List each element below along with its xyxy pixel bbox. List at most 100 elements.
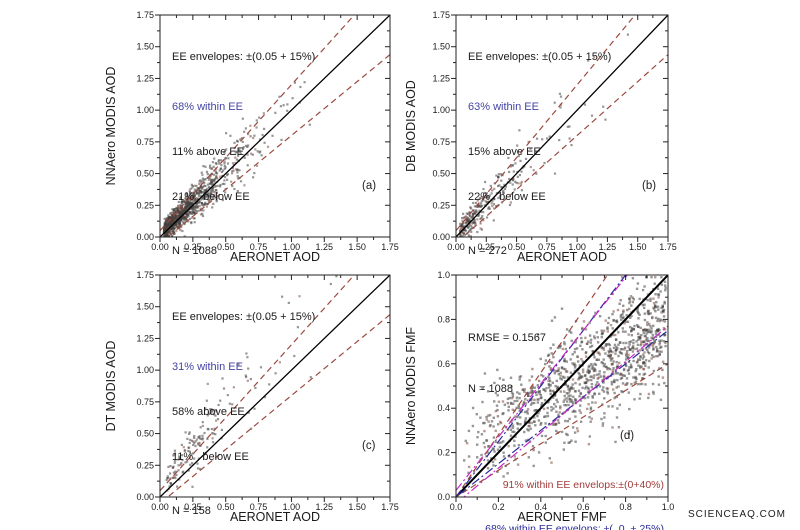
svg-text:0.00: 0.00	[136, 232, 154, 242]
panel-c-stats: EE envelopes: ±(0.05 + 15%) 31% within E…	[172, 280, 315, 530]
svg-text:1.00: 1.00	[432, 105, 450, 115]
above-ee-stat: 58% above EE	[172, 406, 245, 418]
tick-labels: 0.000.00 0.25 0.25 0.50 0.50 0.75 0.75 1.00 1.00…	[136, 270, 398, 512]
panel-d-stats: RMSE = 0.1567 N = 1088	[468, 296, 546, 432]
svg-text:1.50: 1.50	[348, 242, 366, 252]
panel-b-ylabel: DB MODIS AOD	[404, 80, 418, 172]
svg-text:1.25: 1.25	[432, 73, 450, 83]
panel-c-chart: 0.000.00 0.25 0.25 0.50 0.50 0.75 0.75 1.00 1.00…	[136, 270, 398, 512]
svg-text:1.0: 1.0	[662, 502, 675, 512]
svg-text:0.25: 0.25	[184, 502, 202, 512]
svg-text:1.00: 1.00	[136, 365, 154, 375]
panel-c-xlabel: AERONET AOD	[229, 510, 321, 524]
scatter-points	[165, 275, 338, 492]
svg-text:0.25: 0.25	[136, 200, 154, 210]
svg-text:1.00: 1.00	[283, 502, 301, 512]
svg-text:0.50: 0.50	[136, 429, 154, 439]
reference-lines	[456, 15, 668, 237]
svg-text:1.75: 1.75	[381, 242, 399, 252]
above-ee-stat: 15% above EE	[468, 146, 541, 158]
ee-lower-line	[462, 53, 668, 237]
svg-text:0.75: 0.75	[538, 242, 556, 252]
ee-envelope-label: EE envelopes: ±(0.05 + 15%)	[172, 311, 316, 323]
svg-text:0.75: 0.75	[250, 242, 268, 252]
below-ee-stat: 21% below EE	[172, 191, 250, 203]
svg-text:1.00: 1.00	[136, 105, 154, 115]
axis-ticks	[155, 274, 391, 502]
svg-text:1.75: 1.75	[136, 270, 154, 280]
panel-d-tag: (d)	[620, 430, 635, 442]
svg-text:0.4: 0.4	[535, 502, 548, 512]
svg-text:1.75: 1.75	[381, 502, 399, 512]
svg-text:0.00: 0.00	[447, 242, 465, 252]
within-ee-stat: 63% within EE	[468, 101, 539, 113]
svg-text:0.4: 0.4	[437, 403, 450, 413]
reference-lines	[160, 275, 390, 497]
svg-text:1.50: 1.50	[136, 302, 154, 312]
rmse-stat: RMSE = 0.1567	[468, 332, 546, 344]
svg-text:1.25: 1.25	[136, 73, 154, 83]
panel-c-tag: (c)	[362, 440, 376, 452]
axis-ticks	[451, 14, 669, 242]
svg-text:0.50: 0.50	[217, 502, 235, 512]
panel-a-tag: (a)	[362, 180, 377, 192]
panel-b-xlabel: AERONET AOD	[516, 250, 608, 264]
svg-text:0.2: 0.2	[437, 448, 450, 458]
svg-text:1.25: 1.25	[599, 242, 617, 252]
below-ee-stat: 22% below EE	[468, 191, 546, 203]
svg-text:0.50: 0.50	[432, 169, 450, 179]
svg-text:1.0: 1.0	[437, 270, 450, 280]
ee-upper-line	[456, 15, 636, 232]
ee-lower-line	[166, 53, 390, 237]
ee-lower-line	[166, 313, 390, 497]
svg-text:0.6: 0.6	[437, 359, 450, 369]
svg-text:0.8: 0.8	[619, 502, 632, 512]
tick-labels: 0.000.00 0.25 0.25 0.50 0.50 0.75 0.75 1.00 1.00…	[136, 10, 398, 252]
ee25-upper-line	[456, 275, 627, 497]
panel-a-stats: EE envelopes: ±(0.05 + 15%) 68% within E…	[172, 20, 315, 289]
watermark: SCIENCEAQ.COM	[688, 509, 787, 520]
svg-text:1.50: 1.50	[629, 242, 647, 252]
svg-text:1.25: 1.25	[316, 502, 334, 512]
ee20-upper-line	[456, 275, 629, 492]
ee-upper-line	[160, 275, 356, 492]
svg-text:1.25: 1.25	[136, 333, 154, 343]
svg-text:0.0: 0.0	[437, 492, 450, 502]
panel-b-tag: (b)	[642, 180, 657, 192]
above-ee-stat: 11% above EE	[172, 146, 244, 158]
panel-c-ylabel: DT MODIS AOD	[104, 340, 118, 432]
svg-text:1.50: 1.50	[432, 42, 450, 52]
panel-a-chart: 0.000.00 0.25 0.25 0.50 0.50 0.75 0.75 1.00 1.00…	[136, 10, 398, 252]
panel-d-ee-legend: 91% within EE envelops:±(0+40%) 68% with…	[485, 449, 664, 530]
svg-text:0.00: 0.00	[432, 232, 450, 242]
within-ee-stat: 31% within EE	[172, 361, 243, 373]
reference-lines	[160, 15, 390, 237]
sample-count: N = 158	[172, 505, 211, 517]
svg-text:0.25: 0.25	[184, 242, 202, 252]
ee-envelope-label: EE envelopes: ±(0.05 + 15%)	[172, 51, 316, 63]
svg-text:1.75: 1.75	[659, 242, 677, 252]
svg-text:0.6: 0.6	[577, 502, 590, 512]
svg-text:0.50: 0.50	[217, 242, 235, 252]
panel-b-chart: 0.000.00 0.25 0.25 0.50 0.50 0.75 0.75 1.00 1.00…	[432, 10, 677, 252]
within-ee-stat: 68% within EE	[172, 101, 243, 113]
sample-count: N = 272	[468, 245, 507, 257]
reference-lines	[456, 275, 668, 497]
tick-labels: 0.00.0 0.2 0.2 0.4 0.4 0.6 0.6 0.8 0.8 1.0 1.0	[437, 270, 674, 512]
below-ee-stat: 11% below EE	[172, 451, 249, 463]
identity-line	[456, 15, 668, 237]
svg-text:1.75: 1.75	[136, 10, 154, 20]
svg-text:0.0: 0.0	[450, 502, 463, 512]
svg-text:1.50: 1.50	[348, 502, 366, 512]
svg-text:0.00: 0.00	[151, 242, 169, 252]
ee-envelope-label: EE envelopes: ±(0.05 + 15%)	[468, 51, 612, 63]
svg-text:0.8: 0.8	[437, 314, 450, 324]
ee-legend-40pct: 91% within EE envelops:±(0+40%)	[502, 479, 664, 491]
svg-text:0.75: 0.75	[250, 502, 268, 512]
panel-d-xlabel: AERONET FMF	[517, 510, 607, 524]
svg-text:0.25: 0.25	[136, 460, 154, 470]
identity-line	[456, 275, 668, 497]
svg-text:0.50: 0.50	[136, 169, 154, 179]
svg-text:0.25: 0.25	[478, 242, 496, 252]
